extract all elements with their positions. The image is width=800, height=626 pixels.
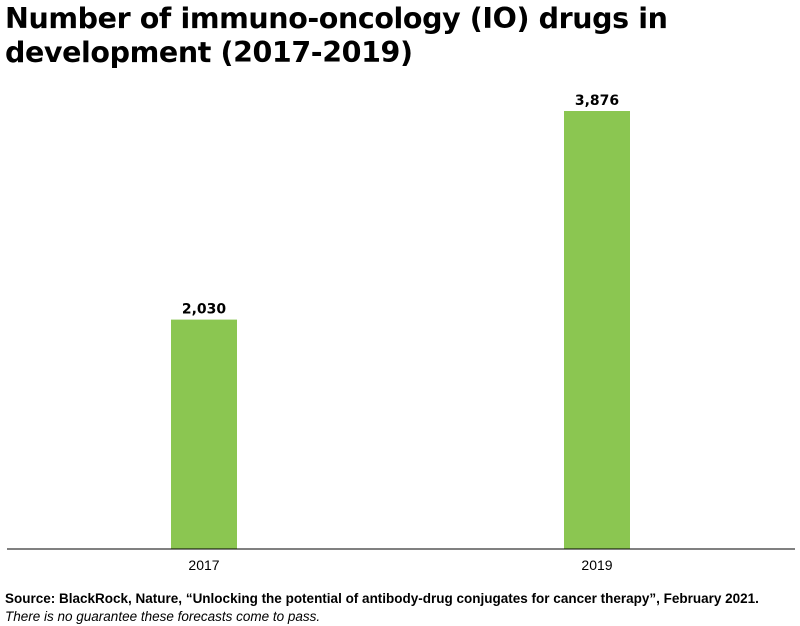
bars-layer	[171, 111, 630, 549]
value-label-2017: 2,030	[182, 302, 227, 318]
x-tick-label-2017: 2017	[188, 557, 219, 573]
bar-chart: 2,030 2017 3,876 2019	[7, 93, 795, 573]
chart-footer: Source: BlackRock, Nature, “Unlocking th…	[5, 590, 795, 625]
x-tick-label-2019: 2019	[581, 557, 612, 573]
value-label-2019: 3,876	[575, 93, 619, 109]
bar-2019	[564, 111, 630, 549]
source-note: Source: BlackRock, Nature, “Unlocking th…	[5, 591, 759, 606]
forecast-disclaimer: There is no guarantee these forecasts co…	[5, 609, 321, 624]
chart-title: Number of immuno-oncology (IO) drugs in …	[5, 2, 668, 69]
bar-2017	[171, 319, 237, 549]
labels-layer: 2,030 2017 3,876 2019	[182, 93, 619, 573]
